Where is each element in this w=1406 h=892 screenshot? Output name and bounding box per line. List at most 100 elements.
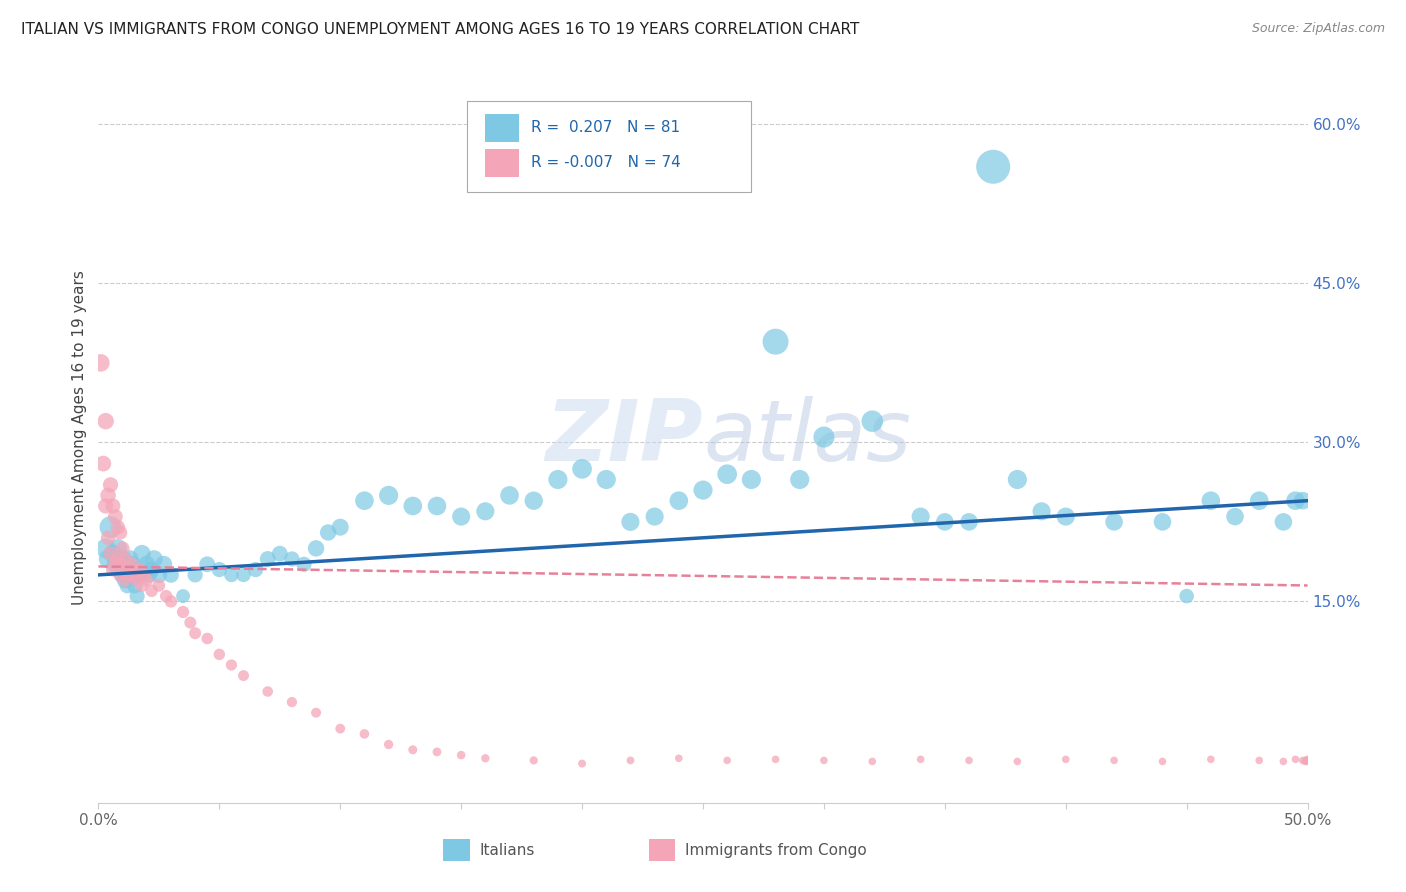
Point <box>97 552 120 566</box>
Point <box>910 752 932 766</box>
Point <box>152 558 174 572</box>
Point <box>114 558 136 572</box>
Point <box>692 483 714 497</box>
Point <box>155 589 177 603</box>
Point <box>716 467 738 482</box>
Point <box>128 563 150 577</box>
Point <box>128 567 150 582</box>
Point <box>195 558 218 572</box>
Point <box>329 520 352 534</box>
Point <box>644 509 666 524</box>
Point <box>94 499 117 513</box>
Point <box>141 583 163 598</box>
Bar <box>485 114 519 142</box>
Point <box>117 563 139 577</box>
Point <box>172 589 194 603</box>
Point <box>108 525 131 540</box>
Point <box>860 414 883 428</box>
Point <box>245 563 267 577</box>
Point <box>131 578 153 592</box>
Point <box>184 626 207 640</box>
Point <box>148 578 170 592</box>
Point <box>121 558 143 572</box>
Point <box>668 493 690 508</box>
Point <box>117 563 139 577</box>
Point <box>353 493 375 508</box>
Point <box>131 547 153 561</box>
Point <box>813 430 835 444</box>
Point <box>138 567 160 582</box>
Point <box>100 520 122 534</box>
Point <box>619 753 641 767</box>
Point <box>269 547 291 561</box>
Point <box>377 738 399 752</box>
Point <box>1296 755 1319 769</box>
Point <box>118 567 141 582</box>
Point <box>221 567 243 582</box>
Point <box>127 589 149 603</box>
Point <box>195 632 218 646</box>
Point <box>172 605 194 619</box>
Point <box>179 615 201 630</box>
Point <box>108 567 131 582</box>
Point <box>160 567 183 582</box>
Point <box>1295 753 1317 767</box>
Point <box>316 525 339 540</box>
Point <box>114 573 136 587</box>
Point <box>208 648 231 662</box>
Point <box>1272 515 1295 529</box>
Point <box>547 473 569 487</box>
Text: Source: ZipAtlas.com: Source: ZipAtlas.com <box>1251 22 1385 36</box>
Point <box>124 563 146 577</box>
Point <box>619 515 641 529</box>
Point <box>100 477 122 491</box>
Point <box>523 493 546 508</box>
Point <box>910 509 932 524</box>
Point <box>1223 509 1246 524</box>
Point <box>148 567 170 582</box>
Point <box>1294 755 1316 769</box>
Point <box>813 753 835 767</box>
Point <box>377 488 399 502</box>
Point <box>107 541 129 556</box>
Point <box>141 563 163 577</box>
Point <box>221 658 243 673</box>
Point <box>957 515 980 529</box>
Point <box>118 567 141 582</box>
Point <box>1031 504 1053 518</box>
Point <box>353 727 375 741</box>
Point <box>100 547 122 561</box>
Point <box>104 509 127 524</box>
Point <box>118 552 141 566</box>
Point <box>1292 493 1315 508</box>
Point <box>1102 753 1125 767</box>
Point <box>426 745 449 759</box>
Point <box>402 499 425 513</box>
Point <box>668 751 690 765</box>
Point <box>127 573 149 587</box>
Point <box>111 567 134 582</box>
Point <box>305 541 328 556</box>
Point <box>256 552 278 566</box>
Point <box>765 752 787 766</box>
Point <box>134 567 156 582</box>
Point <box>1199 752 1222 766</box>
Point <box>111 558 134 572</box>
Point <box>208 563 231 577</box>
Point <box>1199 493 1222 508</box>
Point <box>184 567 207 582</box>
Point <box>957 753 980 767</box>
Text: R = -0.007   N = 74: R = -0.007 N = 74 <box>531 155 681 170</box>
Point <box>402 743 425 757</box>
Point <box>1296 753 1319 767</box>
Point <box>135 573 157 587</box>
Point <box>1272 755 1295 769</box>
Point <box>571 462 593 476</box>
Point <box>860 755 883 769</box>
Point <box>97 488 120 502</box>
Text: Immigrants from Congo: Immigrants from Congo <box>685 843 866 858</box>
Point <box>232 668 254 682</box>
Point <box>571 756 593 771</box>
Y-axis label: Unemployment Among Ages 16 to 19 years: Unemployment Among Ages 16 to 19 years <box>72 269 87 605</box>
Point <box>256 684 278 698</box>
